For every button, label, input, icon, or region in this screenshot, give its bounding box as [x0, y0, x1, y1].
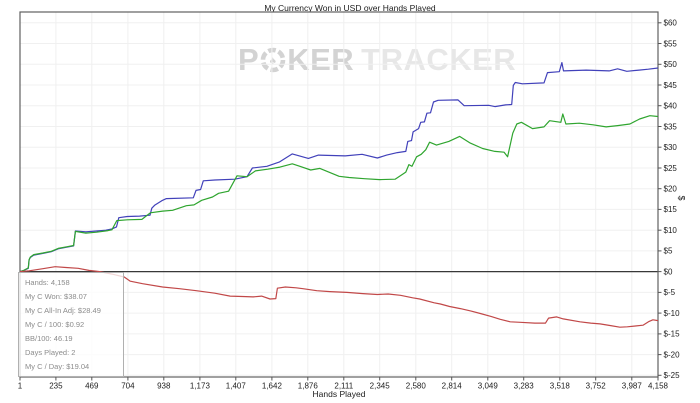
stat-line-allin-adj: My C All-In Adj: $28.49 [25, 306, 101, 315]
y-tick-label: $-15 [664, 330, 681, 339]
y-tick-label: $35 [664, 122, 678, 131]
x-tick-label: 1,642 [262, 382, 283, 391]
stat-line-won: My C Won: $38.07 [25, 292, 87, 301]
y-axis-title: $ [676, 195, 687, 201]
x-tick-label: 3,518 [550, 382, 571, 391]
x-tick-label: 2,580 [406, 382, 427, 391]
y-tick-label: $30 [664, 143, 678, 152]
y-tick-label: $45 [664, 81, 678, 90]
series-line-blue[interactable] [19, 62, 659, 273]
y-tick-label: $-5 [664, 288, 676, 297]
stat-line-hands: Hands: 4,158 [25, 278, 70, 287]
poker-chip-icon: ♠ [260, 47, 286, 72]
x-tick-label: 3,987 [622, 382, 643, 391]
y-tick-label: $60 [664, 19, 678, 28]
stat-line-per-100: My C / 100: $0.92 [25, 320, 85, 329]
x-tick-label: 3,283 [514, 382, 535, 391]
x-tick-label: 1,407 [226, 382, 247, 391]
series-line-green[interactable] [19, 113, 659, 273]
x-tick-label: 3,752 [586, 382, 607, 391]
x-tick-label: 704 [121, 382, 135, 391]
x-tick-label: 2,814 [442, 382, 463, 391]
y-tick-label: $15 [664, 205, 678, 214]
y-tick-label: $50 [664, 60, 678, 69]
pokertracker-watermark: P ♠ KER TRACKER [238, 44, 516, 75]
x-tick-label: 938 [157, 382, 171, 391]
y-tick-label: $25 [664, 164, 678, 173]
y-tick-label: $0 [664, 267, 673, 276]
x-tick-label: 2,111 [334, 382, 353, 391]
x-tick-label: 4,158 [648, 382, 669, 391]
y-tick-label: $55 [664, 39, 678, 48]
x-tick-label: 1,876 [298, 382, 319, 391]
x-tick-label: 1,173 [190, 382, 211, 391]
y-tick-label: $5 [664, 247, 673, 256]
spade-icon: ♠ [270, 53, 277, 67]
y-tick-label: $-10 [664, 309, 681, 318]
x-tick-label: 1 [18, 382, 23, 391]
watermark-tracker: TRACKER [361, 42, 517, 77]
plot-border [19, 11, 659, 378]
x-tick-label: 2,345 [370, 382, 391, 391]
y-tick-label: $-20 [664, 350, 681, 359]
y-tick-label: $-25 [664, 371, 681, 380]
stat-line-bb-100: BB/100: 46.19 [25, 334, 73, 343]
y-tick-label: $20 [664, 185, 678, 194]
x-axis-title: Hands Played [312, 389, 366, 399]
stat-line-days-played: Days Played: 2 [25, 348, 76, 357]
x-tick-label: 235 [49, 382, 63, 391]
x-tick-label: 3,049 [478, 382, 499, 391]
y-tick-label: $10 [664, 226, 678, 235]
stat-line-per-day: My C / Day: $19.04 [25, 362, 90, 371]
series-line-red[interactable] [19, 266, 659, 328]
watermark-poker-p: P [238, 42, 260, 77]
x-tick-label: 469 [85, 382, 99, 391]
chart-title: My Currency Won in USD over Hands Played [264, 3, 436, 13]
y-tick-label: $40 [664, 102, 678, 111]
watermark-poker-ker: KER [287, 42, 355, 77]
stats-tooltip: Hands: 4,158 My C Won: $38.07 My C All-I… [18, 272, 124, 377]
